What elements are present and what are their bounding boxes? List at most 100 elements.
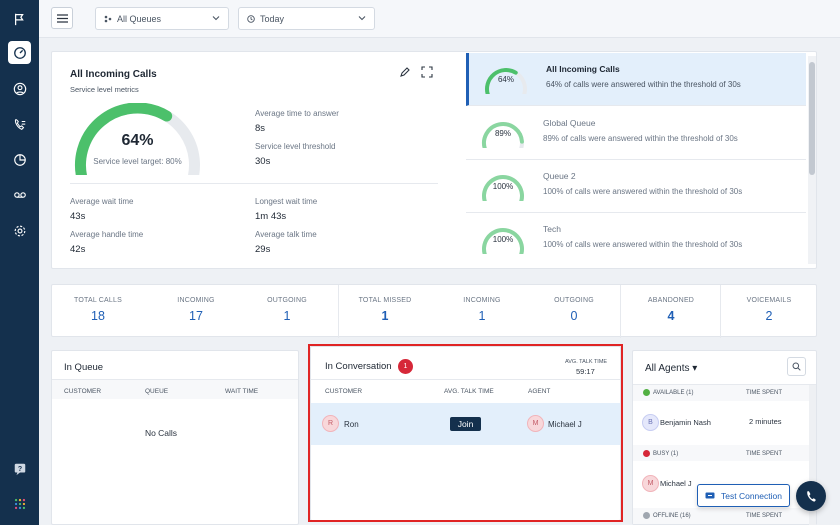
clock-icon [247,14,255,23]
avatar: M [642,475,659,492]
section-header [633,445,809,461]
longest-wait-value: 1m 43s [255,211,287,222]
avg-answer-label: Average time to answer [255,109,339,118]
service-level-percent: 64% [121,132,154,149]
dashboard-icon[interactable] [8,41,31,64]
stat-total-missed: TOTAL MISSED 1 [339,285,431,338]
queue-item[interactable]: 64% All Incoming Calls 64% of calls were… [466,53,806,106]
table-row[interactable]: R Ron Join M Michael J [311,403,620,445]
agents-scrollbar[interactable] [809,385,816,525]
divider [52,379,298,380]
settings-icon[interactable] [8,219,31,242]
longest-wait-label: Longest wait time [255,197,318,206]
in-conversation-panel: In Conversation 1 AVG. TALK TIME 59:17 C… [310,346,621,521]
stat-label: OUTGOING [267,297,307,304]
divider [338,285,339,338]
stat-value: 0 [570,309,578,323]
stat-value: 1 [478,309,486,323]
chevron-down-icon [358,14,366,24]
apps-grid-icon[interactable] [8,492,31,515]
queue-name: Queue 2 [543,171,576,181]
section-header [633,385,809,401]
queue-filter-value: All Queues [117,13,162,24]
stat-incoming: INCOMING 17 [150,285,242,338]
avg-handle-label: Average handle time [70,230,144,239]
table-header [52,380,298,399]
conversation-count-badge: 1 [398,359,413,374]
queue-list-scrollbar[interactable] [808,56,816,264]
panel-title: In Conversation [325,361,392,372]
col-header: CUSTOMER [64,388,102,395]
chevron-down-icon [212,14,220,24]
stat-label: INCOMING [463,297,501,304]
stat-label: ABANDONED [647,297,695,304]
queue-percent: 100% [492,182,514,191]
col-header: CUSTOMER [325,388,363,395]
svg-text:?: ? [17,465,21,472]
stat-outgoing: OUTGOING 1 [241,285,333,338]
flag-icon[interactable] [8,7,31,30]
queue-name: Tech [543,224,561,234]
queue-item[interactable]: 89% Global Queue 89% of calls were answe… [466,107,806,160]
queue-gauge [482,228,524,254]
queue-item[interactable]: 100% Tech 100% of calls were answered wi… [466,213,806,266]
threshold-value: 30s [255,156,271,167]
agent-name: Michael J [548,420,582,429]
edit-icon[interactable] [399,66,411,78]
col-header: AVG. TALK TIME [444,388,494,395]
stat-missed-incoming: INCOMING 1 [436,285,528,338]
available-status-dot [643,389,650,396]
agent-name: Benjamin Nash [660,418,711,427]
divider [720,285,721,338]
voicemail-icon[interactable] [8,183,31,206]
agents-filter-dropdown[interactable]: All Agents ▾ [645,363,697,374]
agent-time-spent: 2 minutes [749,417,782,426]
col-header: QUEUE [145,388,169,395]
stat-value: 1 [283,309,291,323]
phone-icon[interactable] [796,481,826,511]
queue-item[interactable]: 100% Queue 2 100% of calls were answered… [466,160,806,213]
queue-gauge [482,175,524,201]
scrollbar-thumb[interactable] [809,62,815,175]
queue-gauge [485,68,527,94]
help-icon[interactable]: ? [8,457,31,480]
service-level-gauge [75,103,200,175]
available-label: AVAILABLE (1) [653,390,694,396]
divider [633,384,816,385]
divider [311,379,620,380]
date-filter-dropdown[interactable]: Today [238,7,375,30]
expand-icon[interactable] [421,66,433,78]
reports-icon[interactable] [8,148,31,171]
test-connection-label: Test Connection [721,490,782,501]
avg-talk-time-value: 59:17 [576,367,595,376]
avatar: B [642,414,659,431]
date-filter-value: Today [260,13,285,24]
avatar: R [322,415,339,432]
queue-filter-dropdown[interactable]: All Queues [95,7,229,30]
join-button[interactable]: Join [450,417,481,431]
search-icon[interactable] [787,357,806,376]
user-icon[interactable] [8,77,31,100]
offline-status-dot [643,512,650,519]
queue-gauge [482,122,524,148]
hamburger-menu-icon[interactable] [51,7,73,29]
stat-missed-outgoing: OUTGOING 0 [528,285,620,338]
sla-subtitle: Service level metrics [70,85,139,94]
test-connection-button[interactable]: Test Connection [697,484,790,507]
stat-label: VOICEMAILS [746,297,792,304]
agents-filter-value: All Agents [645,363,690,374]
service-level-card: All Incoming Calls Service level metrics… [51,51,817,269]
queue-description: 100% of calls were answered within the t… [543,187,743,196]
stat-value: 1 [381,309,389,323]
agent-name: Michael J [660,479,692,488]
queue-description: 89% of calls were answered within the th… [543,134,738,143]
call-log-icon[interactable] [8,113,31,136]
time-spent-header: TIME SPENT [746,390,783,396]
stat-label: OUTGOING [554,297,594,304]
panel-title: In Queue [64,362,104,373]
caret-down-icon: ▾ [692,363,698,374]
avg-talk-label: Average talk time [255,230,317,239]
stat-value: 4 [667,309,675,323]
avg-handle-value: 42s [70,244,86,255]
time-spent-header: TIME SPENT [746,513,783,519]
